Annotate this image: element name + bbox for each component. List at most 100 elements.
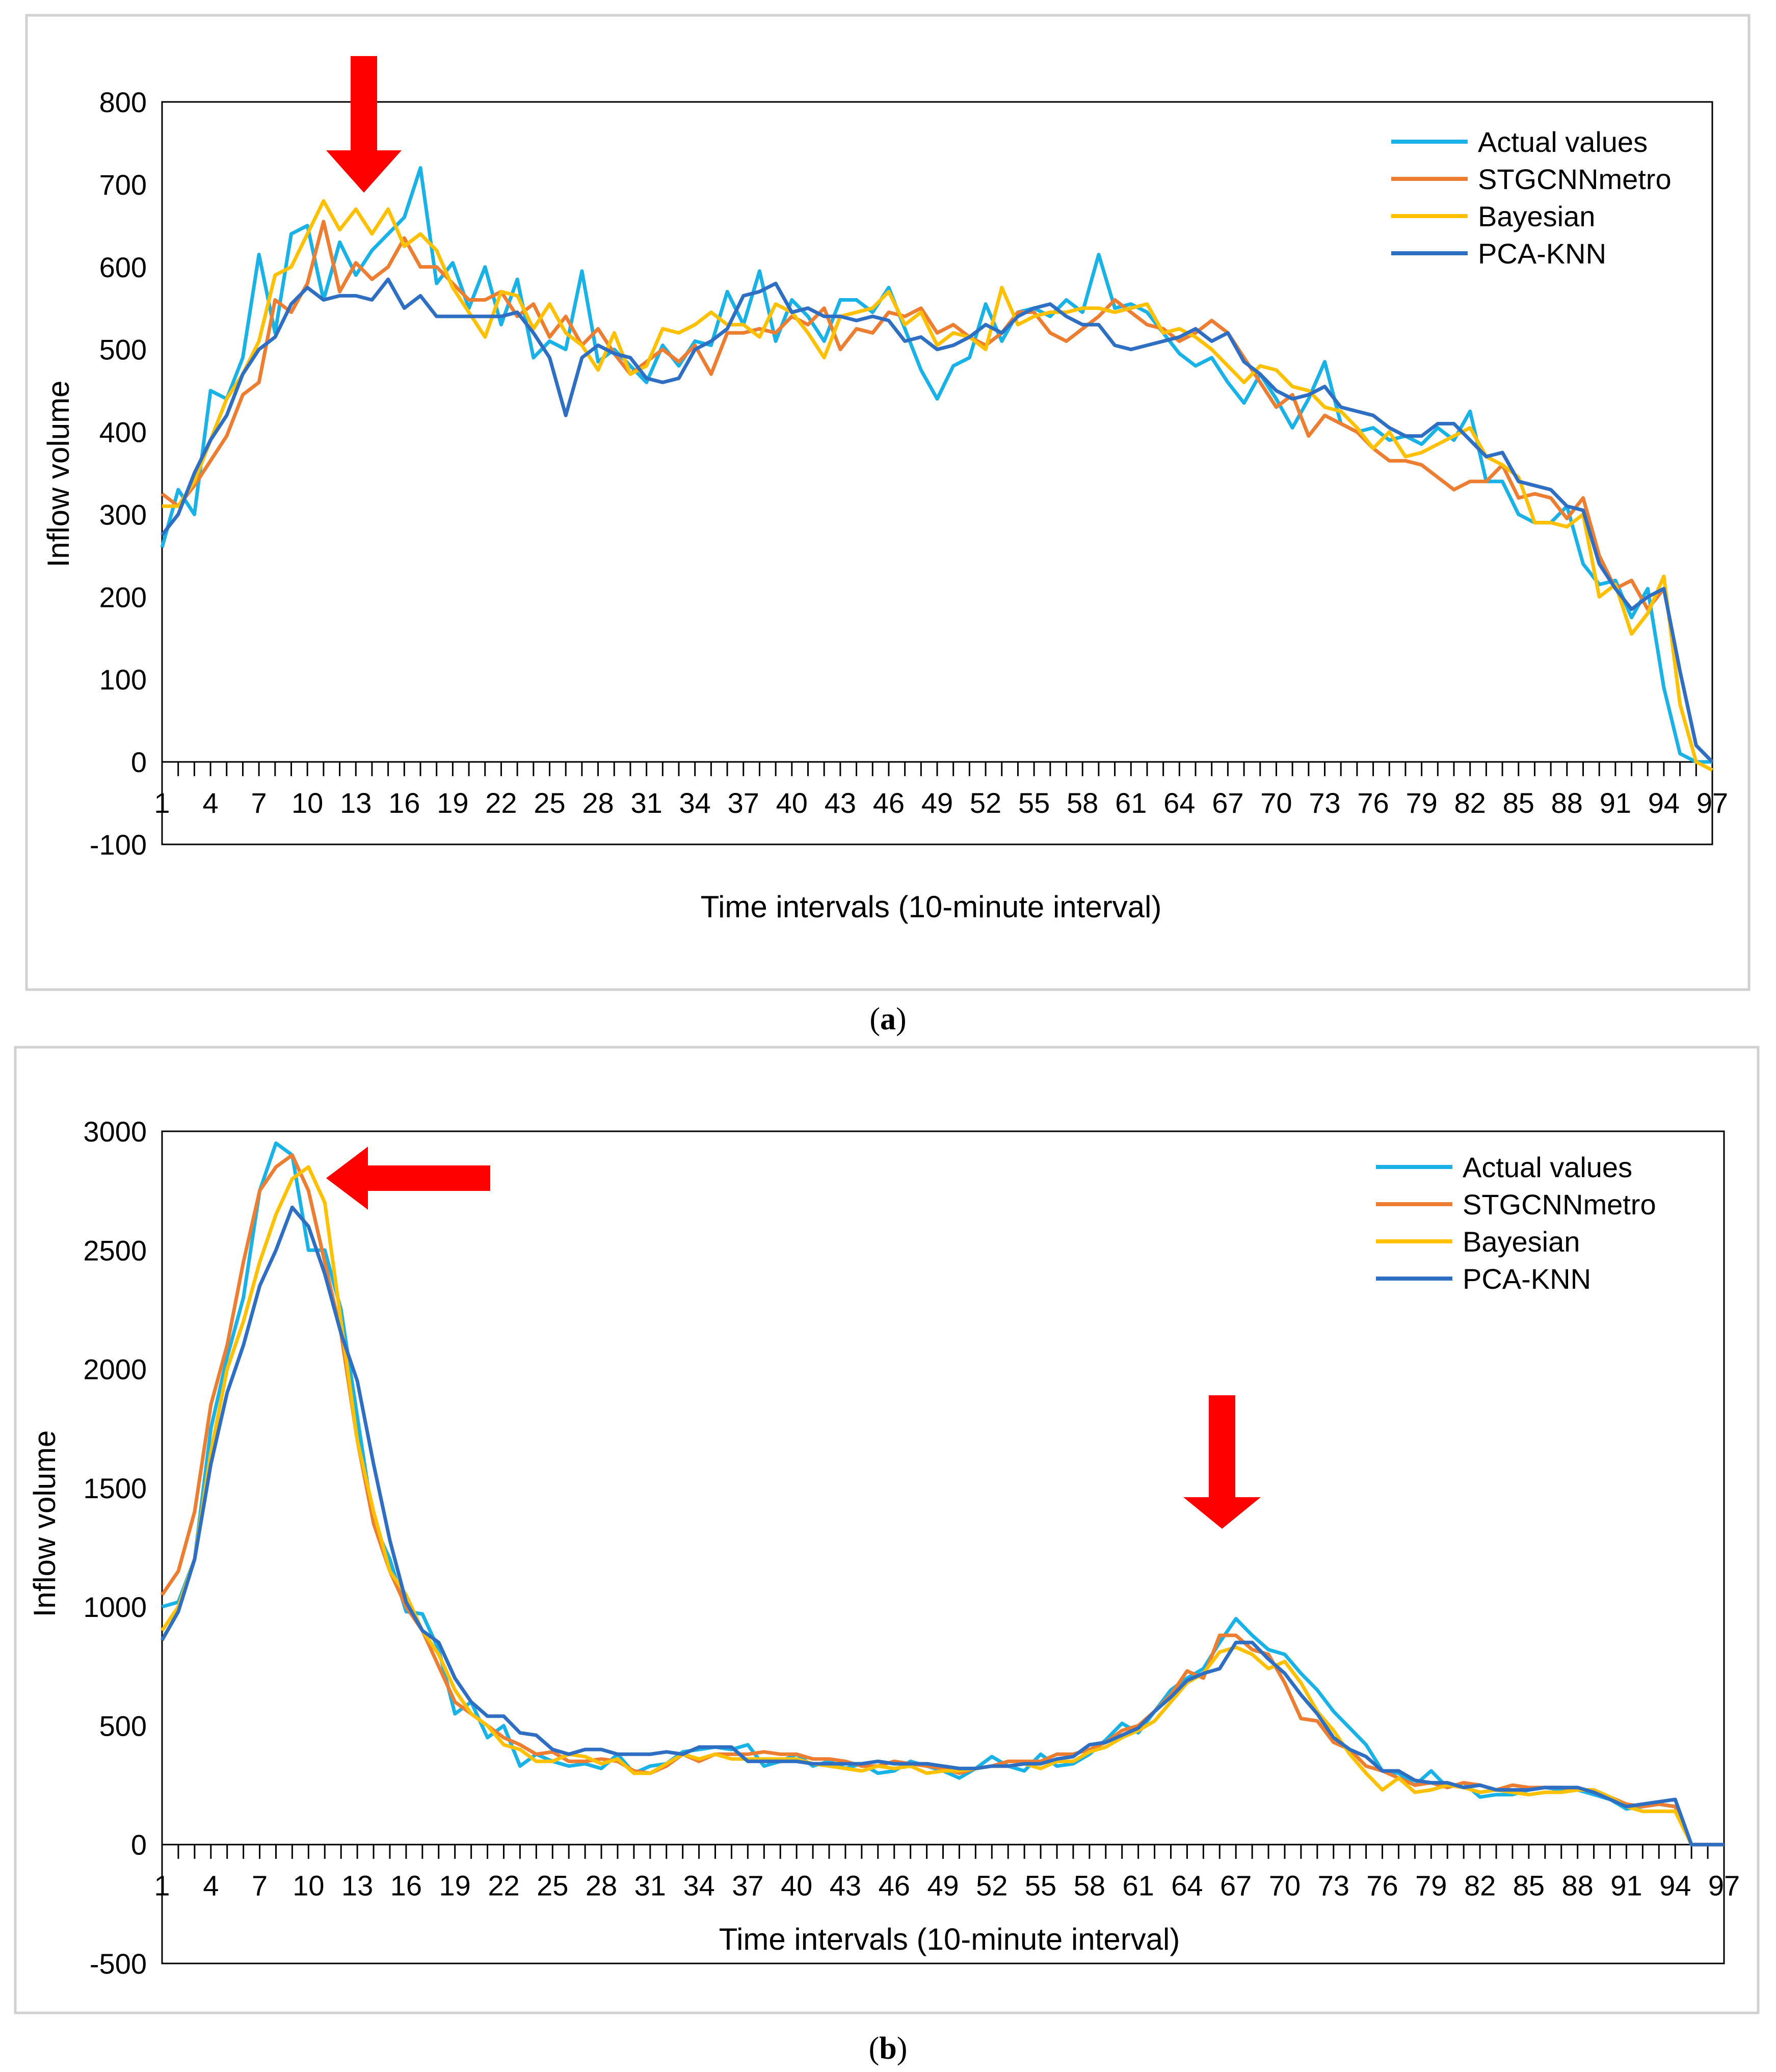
x-tick-label: 1 [154,787,170,819]
x-tick-label: 28 [582,787,614,819]
x-tick-label: 94 [1648,787,1680,819]
x-tick-label: 58 [1074,1870,1105,1902]
y-axis-label-a: Inflow volume [41,381,75,568]
x-tick-label: 40 [776,787,808,819]
x-tick-label: 10 [293,1870,324,1902]
series-line-pcaknn [160,1205,1724,1847]
x-tick-label: 13 [341,1870,373,1902]
x-tick-label: 79 [1415,1870,1447,1902]
y-tick-label: -100 [90,829,147,861]
x-tick-label: 1 [154,1870,170,1902]
x-tick-label: 28 [586,1870,617,1902]
x-axis-label-b: Time intervals (10-minute interval) [719,1922,1180,1956]
x-tick-label: 19 [437,787,468,819]
x-tick-label: 43 [830,1870,861,1902]
x-tick-label: 31 [634,1870,666,1902]
plot-area-a [161,101,1713,845]
x-tick-label: 16 [390,1870,422,1902]
caption-b-letter: b [879,2031,897,2066]
x-tick-label: 73 [1318,1870,1349,1902]
x-tick-label: 7 [252,1870,268,1902]
x-tick-label: 97 [1697,787,1728,819]
x-tick-label: 34 [679,787,711,819]
chart-frame-b [14,1046,1760,2014]
x-tick-label: 76 [1357,787,1389,819]
legend-label-pcaknn: PCA-KNN [1463,1263,1591,1295]
x-tick-label: 76 [1366,1870,1398,1902]
chart-frame-a [25,14,1751,991]
x-tick-label: 55 [1025,1870,1056,1902]
x-tick-label: 88 [1562,1870,1594,1902]
y-tick-label: 2000 [83,1353,147,1386]
x-axis-a: 1 4 7 10 13 16 19 22 25 28 31 34 37 40 43 46 49 52 55 58 61 6… [154,761,1728,819]
series-line-pcaknn [161,277,1714,763]
x-tick-label: 31 [630,787,662,819]
x-tick-label: 70 [1260,787,1292,819]
series-line-stgcnn [161,220,1714,763]
x-tick-label: 55 [1018,787,1050,819]
y-tick-label: 2500 [83,1234,147,1266]
y-tick-label: 500 [99,334,147,366]
legend-label-actual: Actual values [1478,126,1648,158]
x-tick-label: 7 [251,787,267,819]
x-tick-label: 49 [921,787,953,819]
x-tick-label: 49 [927,1870,959,1902]
x-tick-label: 22 [485,787,517,819]
x-tick-label: 16 [388,787,420,819]
y-tick-label: 600 [99,251,147,283]
x-tick-label: 52 [970,787,1001,819]
y-tick-label: -500 [90,1948,147,1980]
y-tick-label: 0 [131,1829,147,1861]
x-axis-label-a: Time intervals (10-minute interval) [701,890,1162,924]
x-tick-label: 19 [439,1870,471,1902]
series-line-actual [160,166,1712,764]
y-tick-label: 300 [99,498,147,530]
series-line-bayesian [162,199,1713,772]
x-axis-b: 1 4 7 10 13 16 19 22 25 28 31 34 37 40 43 46 49 52 55 58 61 6… [154,1844,1740,1902]
x-tick-label: 67 [1212,787,1243,819]
chart-panel-b: -500 0 500 1000 1500 2000 2500 3000 1 4 7 10 13 16 19… [14,1046,1760,2014]
x-tick-label: 37 [732,1870,763,1902]
caption-a-letter: a [880,1002,896,1037]
x-tick-label: 85 [1503,787,1534,819]
legend-label-bayesian: Bayesian [1478,200,1595,232]
series-group-b [160,1141,1724,1847]
legend-label-bayesian: Bayesian [1463,1226,1580,1258]
y-tick-label: 400 [99,416,147,448]
x-tick-label: 91 [1600,787,1631,819]
x-tick-label: 25 [534,787,565,819]
plot-area-b [161,1130,1725,1964]
legend-label-stgcnn: STGCNNmetro [1478,163,1672,195]
x-tick-label: 88 [1551,787,1583,819]
x-tick-label: 10 [291,787,323,819]
x-tick-label: 97 [1708,1870,1740,1902]
y-tick-label: 700 [99,169,147,201]
caption-b: (b) [868,2031,908,2066]
x-tick-label: 46 [879,1870,910,1902]
x-tick-label: 91 [1610,1870,1642,1902]
x-tick-label: 43 [825,787,856,819]
y-tick-label: 3000 [83,1115,147,1148]
x-tick-label: 58 [1067,787,1098,819]
x-tick-label: 46 [873,787,905,819]
x-tick-label: 4 [202,787,218,819]
x-tick-label: 64 [1171,1870,1203,1902]
left-arrow-annotation-b [326,1147,490,1210]
legend-label-actual: Actual values [1463,1151,1632,1183]
legend-a: Actual values STGCNNmetro Bayesian PCA-KNN [1391,126,1672,270]
x-tick-label: 61 [1115,787,1147,819]
x-tick-label: 61 [1122,1870,1154,1902]
down-arrow-annotation-a [326,56,402,193]
y-tick-label: 1500 [83,1472,147,1504]
y-axis-ticks-b: -500 0 500 1000 1500 2000 2500 3000 [83,1115,147,1980]
x-tick-label: 64 [1163,787,1195,819]
x-tick-label: 25 [537,1870,568,1902]
x-tick-label: 73 [1309,787,1340,819]
x-tick-label: 82 [1464,1870,1496,1902]
x-tick-label: 85 [1513,1870,1545,1902]
x-tick-label: 70 [1269,1870,1301,1902]
y-tick-label: 100 [99,663,147,696]
legend-b: Actual values STGCNNmetro Bayesian PCA-KNN [1376,1151,1656,1295]
